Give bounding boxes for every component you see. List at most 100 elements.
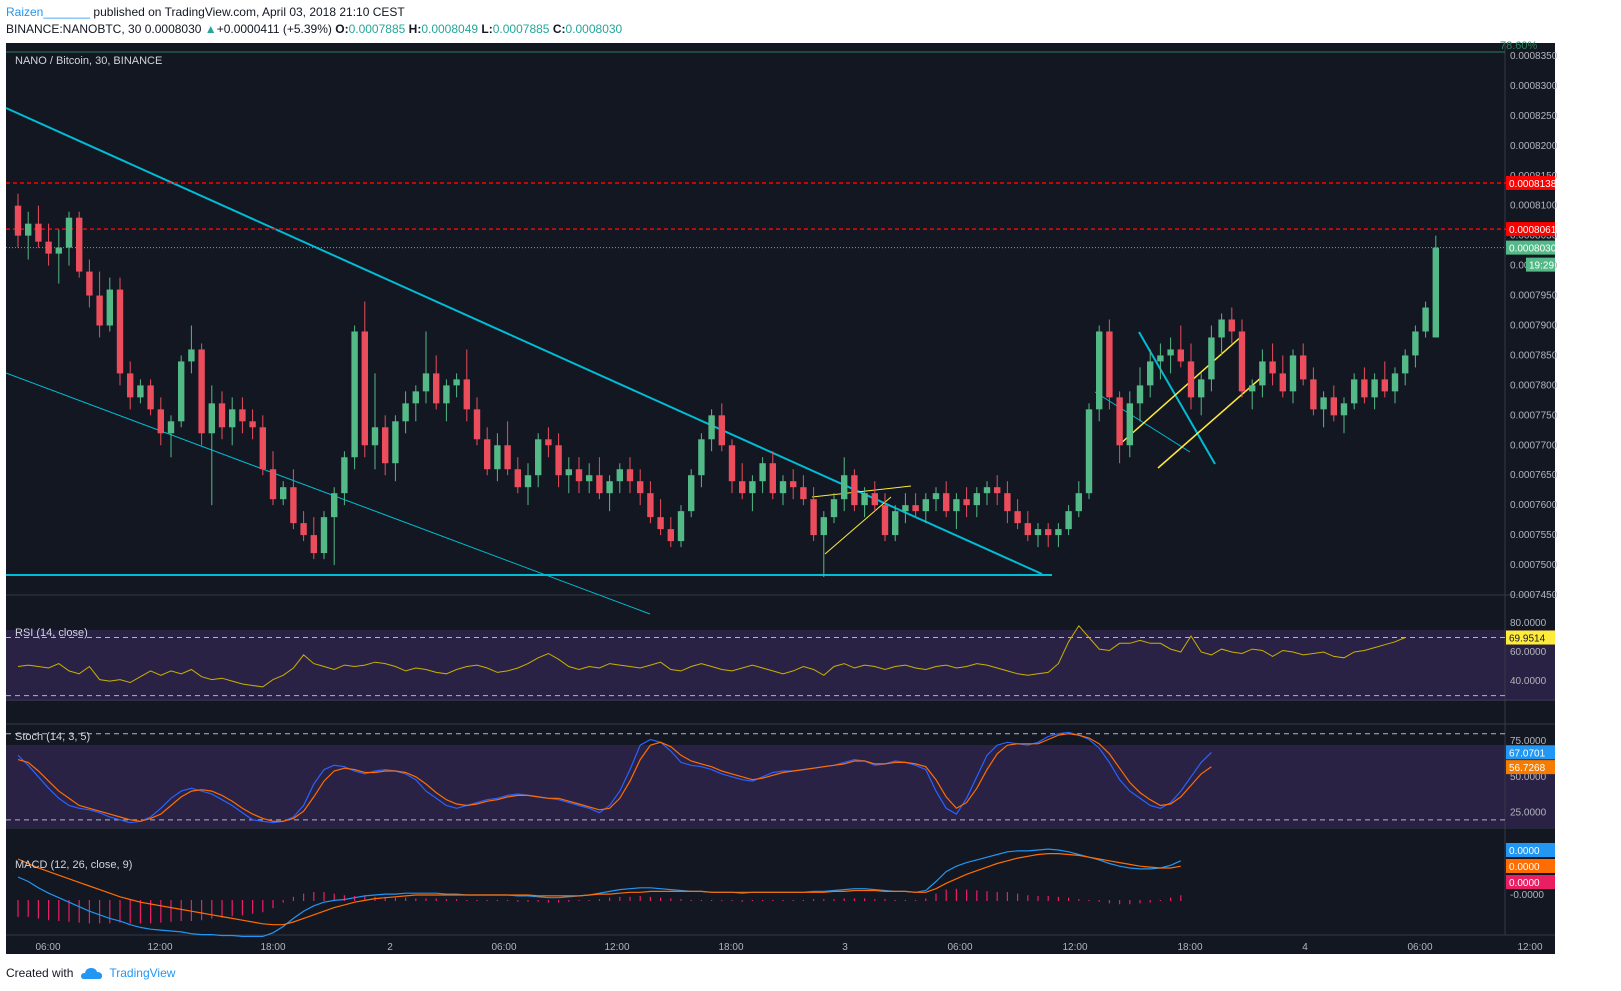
- candle[interactable]: [86, 259, 93, 308]
- candle[interactable]: [371, 373, 379, 470]
- candle[interactable]: [1177, 325, 1184, 368]
- candle[interactable]: [994, 475, 1001, 506]
- candle[interactable]: [1198, 373, 1205, 416]
- candle[interactable]: [1055, 523, 1062, 548]
- candle[interactable]: [1085, 403, 1093, 500]
- candle[interactable]: [892, 505, 899, 542]
- candle[interactable]: [1228, 307, 1235, 344]
- candle[interactable]: [871, 481, 878, 512]
- candle[interactable]: [1208, 325, 1215, 392]
- candle[interactable]: [25, 211, 32, 260]
- candle[interactable]: [453, 373, 460, 398]
- candle[interactable]: [382, 415, 389, 476]
- candle[interactable]: [1034, 523, 1042, 548]
- candle[interactable]: [718, 403, 725, 452]
- candle[interactable]: [269, 451, 277, 506]
- candle[interactable]: [1024, 511, 1031, 542]
- candle[interactable]: [137, 379, 144, 404]
- candle[interactable]: [841, 457, 848, 512]
- candle[interactable]: [35, 205, 42, 248]
- candle[interactable]: [565, 457, 572, 494]
- candle[interactable]: [708, 409, 715, 452]
- candle[interactable]: [198, 343, 205, 446]
- candle[interactable]: [1320, 391, 1327, 428]
- wedge-lower-line[interactable]: [1157, 375, 1264, 469]
- candle[interactable]: [1157, 343, 1164, 380]
- candle[interactable]: [1106, 319, 1113, 410]
- candle[interactable]: [1371, 373, 1378, 410]
- candle[interactable]: [14, 193, 22, 248]
- lower-channel-line[interactable]: [5, 372, 651, 615]
- candle[interactable]: [1402, 349, 1409, 386]
- candle[interactable]: [1065, 505, 1072, 536]
- candle[interactable]: [626, 457, 634, 494]
- candle[interactable]: [606, 475, 613, 512]
- wedge-upper-line[interactable]: [1119, 334, 1244, 445]
- flag-upper-line[interactable]: [1138, 331, 1216, 465]
- candle[interactable]: [1136, 367, 1144, 422]
- candle[interactable]: [147, 379, 154, 416]
- candle[interactable]: [351, 325, 358, 470]
- candle[interactable]: [1279, 355, 1286, 398]
- candle[interactable]: [861, 487, 868, 518]
- candle[interactable]: [331, 487, 338, 566]
- candle[interactable]: [1391, 367, 1399, 404]
- candle[interactable]: [1269, 343, 1276, 386]
- candle[interactable]: [983, 481, 991, 506]
- candle[interactable]: [1096, 325, 1103, 422]
- candle[interactable]: [973, 487, 980, 518]
- candle[interactable]: [1075, 481, 1082, 518]
- flag-lower-line[interactable]: [1094, 391, 1191, 453]
- candle[interactable]: [657, 499, 664, 536]
- candle[interactable]: [1147, 349, 1154, 398]
- candle[interactable]: [902, 493, 909, 524]
- candle[interactable]: [963, 487, 970, 518]
- candle[interactable]: [728, 439, 736, 494]
- candle[interactable]: [739, 463, 746, 500]
- candle[interactable]: [524, 463, 532, 506]
- candle[interactable]: [239, 397, 246, 434]
- candle[interactable]: [1330, 385, 1337, 422]
- candle[interactable]: [218, 391, 226, 440]
- candle[interactable]: [912, 493, 919, 518]
- candle[interactable]: [535, 433, 542, 488]
- descending-trendline[interactable]: [5, 107, 1043, 575]
- candle[interactable]: [1045, 523, 1052, 548]
- candle[interactable]: [759, 457, 766, 494]
- candle[interactable]: [55, 229, 62, 284]
- candle[interactable]: [422, 331, 430, 404]
- candle[interactable]: [412, 385, 419, 422]
- candle[interactable]: [851, 469, 858, 512]
- candle[interactable]: [1432, 235, 1439, 338]
- candle[interactable]: [820, 511, 827, 578]
- candle[interactable]: [1289, 349, 1297, 404]
- candle[interactable]: [667, 517, 674, 548]
- candle[interactable]: [494, 433, 501, 482]
- candle[interactable]: [300, 511, 307, 542]
- candle[interactable]: [433, 355, 440, 410]
- candle[interactable]: [514, 457, 521, 494]
- small-wedge-upper-line[interactable]: [811, 485, 912, 498]
- candle[interactable]: [402, 391, 409, 434]
- candle[interactable]: [320, 511, 328, 560]
- candle[interactable]: [943, 481, 950, 518]
- candle[interactable]: [484, 427, 491, 476]
- candle[interactable]: [1116, 391, 1123, 464]
- candle[interactable]: [310, 517, 317, 560]
- candle[interactable]: [932, 487, 940, 512]
- candle[interactable]: [830, 493, 838, 524]
- candle[interactable]: [688, 469, 695, 518]
- candle[interactable]: [647, 481, 654, 524]
- tradingview-link[interactable]: TradingView: [109, 966, 176, 980]
- candle[interactable]: [800, 475, 807, 506]
- candle[interactable]: [1126, 391, 1133, 458]
- candle[interactable]: [473, 397, 481, 446]
- candle[interactable]: [1381, 361, 1388, 398]
- candle[interactable]: [1238, 319, 1246, 398]
- candle[interactable]: [790, 469, 797, 500]
- candle[interactable]: [392, 415, 399, 482]
- candle[interactable]: [188, 325, 195, 374]
- candle[interactable]: [127, 361, 134, 410]
- candle[interactable]: [1218, 313, 1225, 356]
- candle[interactable]: [616, 463, 623, 494]
